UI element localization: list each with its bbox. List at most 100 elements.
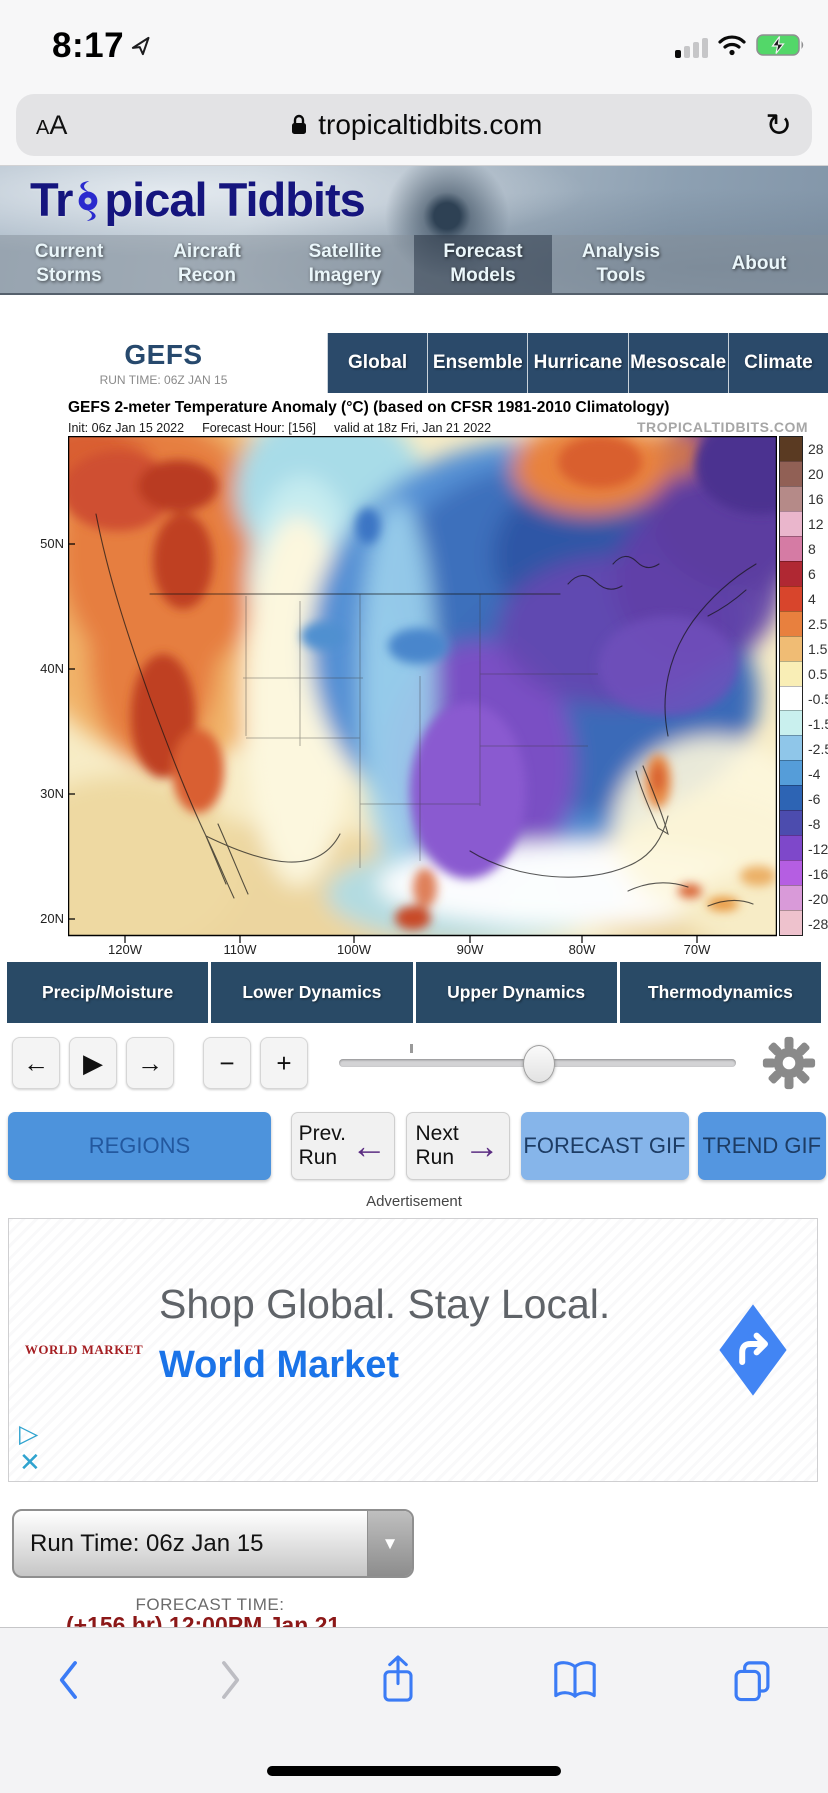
bookmarks-button[interactable] bbox=[551, 1658, 599, 1702]
colorbar-segment bbox=[780, 710, 802, 736]
clock-text: 8:17 bbox=[52, 26, 125, 65]
tabs-button[interactable] bbox=[730, 1658, 774, 1702]
tab-upper-dynamics[interactable]: Upper Dynamics bbox=[415, 962, 617, 1023]
colorbar-segment bbox=[780, 810, 802, 836]
address-field[interactable]: tropicaltidbits.com bbox=[67, 109, 765, 141]
tab-hurricane[interactable]: Hurricane bbox=[527, 333, 628, 393]
next-run-arrow-icon: → bbox=[463, 1125, 500, 1166]
forecast-gif-button[interactable]: FORECAST GIF bbox=[520, 1112, 689, 1180]
logo-text-prefix: Tr bbox=[30, 173, 73, 226]
trend-gif-button[interactable]: TREND GIF bbox=[697, 1112, 826, 1180]
colorbar-segment bbox=[780, 437, 802, 461]
colorbar-labels: 28 20 16 12 8 6 4 2.5 1.5 0.5 -0.5 -1.5 … bbox=[808, 440, 828, 932]
tab-thermodynamics[interactable]: Thermodynamics bbox=[619, 962, 821, 1023]
tab-ensemble[interactable]: Ensemble bbox=[427, 333, 528, 393]
status-bar: 8:17 bbox=[0, 24, 828, 74]
category-tabs: Precip/Moisture Lower Dynamics Upper Dyn… bbox=[7, 962, 821, 1023]
home-indicator[interactable] bbox=[267, 1766, 561, 1776]
colorbar-segment bbox=[780, 660, 802, 686]
advertiser-logo: World Market bbox=[24, 1342, 144, 1357]
next-run-button[interactable]: Next Run → bbox=[405, 1112, 510, 1180]
tab-precip-moisture[interactable]: Precip/Moisture bbox=[7, 962, 209, 1023]
lon-label: 120W bbox=[108, 942, 142, 957]
nav-aircraft-recon[interactable]: Aircraft Recon bbox=[138, 235, 276, 293]
ad-brand-link[interactable]: World Market bbox=[159, 1344, 400, 1386]
nav-forecast-models[interactable]: Forecast Models bbox=[414, 235, 552, 293]
map-subtitle: Init: 06z Jan 15 2022 Forecast Hour: [15… bbox=[68, 419, 808, 435]
reload-button[interactable]: ↻ bbox=[765, 107, 792, 143]
colorbar-segment bbox=[780, 885, 802, 911]
wifi-icon bbox=[718, 35, 746, 56]
nav-analysis-tools[interactable]: Analysis Tools bbox=[552, 235, 690, 293]
status-time: 8:17 bbox=[52, 26, 151, 66]
safari-url-bar[interactable]: AA tropicaltidbits.com ↻ bbox=[16, 94, 812, 156]
prev-run-button[interactable]: Prev. Run ← bbox=[290, 1112, 395, 1180]
lat-label: 30N bbox=[40, 786, 64, 801]
forecast-time-label: FORECAST TIME: bbox=[135, 1595, 285, 1614]
colorbar-segment bbox=[780, 485, 802, 511]
ad-close-icon[interactable]: ✕ bbox=[19, 1447, 41, 1477]
tab-global[interactable]: Global bbox=[327, 333, 428, 393]
slider-tick bbox=[410, 1044, 414, 1053]
colorbar-segment bbox=[780, 585, 802, 611]
settings-gear-icon[interactable] bbox=[762, 1036, 816, 1090]
browser-top-chrome: 8:17 bbox=[0, 0, 828, 166]
forward-button[interactable] bbox=[215, 1658, 245, 1702]
temperature-anomaly-map bbox=[68, 436, 777, 943]
model-name: GEFS bbox=[124, 339, 203, 370]
nav-satellite-imagery[interactable]: Satellite Imagery bbox=[276, 235, 414, 293]
colorbar-segment bbox=[780, 535, 802, 561]
map-watermark: TROPICALTIDBITS.COM bbox=[636, 419, 808, 435]
colorbar-segment bbox=[780, 460, 802, 486]
tab-climate[interactable]: Climate bbox=[727, 333, 828, 393]
url-text: tropicaltidbits.com bbox=[318, 109, 543, 140]
faster-button[interactable]: + bbox=[260, 1037, 308, 1089]
reader-mode-button[interactable]: AA bbox=[36, 109, 68, 140]
tab-mesoscale[interactable]: Mesoscale bbox=[627, 333, 728, 393]
dropdown-arrow-icon: ▼ bbox=[367, 1511, 412, 1576]
regions-button[interactable]: REGIONS bbox=[8, 1112, 271, 1180]
lon-label: 100W bbox=[337, 942, 371, 957]
colorbar bbox=[779, 436, 803, 936]
lat-label: 20N bbox=[40, 911, 64, 926]
back-button[interactable] bbox=[54, 1658, 84, 1702]
play-button[interactable]: ▶ bbox=[69, 1037, 117, 1089]
hurricane-icon bbox=[79, 180, 98, 221]
run-time-dropdown[interactable]: Run Time: 06z Jan 15 ▼ bbox=[12, 1509, 414, 1578]
lon-label: 70W bbox=[683, 942, 711, 957]
lon-label: 80W bbox=[568, 942, 596, 957]
adchoices-icon[interactable]: ▷ bbox=[19, 1420, 39, 1448]
site-logo[interactable]: Tr pical Tidbits bbox=[30, 172, 366, 227]
cellular-signal-icon bbox=[675, 32, 708, 58]
lon-label: 90W bbox=[456, 942, 484, 957]
share-button[interactable] bbox=[376, 1654, 420, 1706]
lat-label: 50N bbox=[40, 536, 64, 551]
map-init: Init: 06z Jan 15 2022 bbox=[68, 421, 185, 435]
safari-toolbar bbox=[0, 1627, 828, 1793]
colorbar-segment bbox=[780, 835, 802, 861]
run-time-value: Run Time: 06z Jan 15 bbox=[30, 1529, 264, 1557]
lon-label: 110W bbox=[223, 942, 257, 957]
colorbar-segment bbox=[780, 860, 802, 886]
model-head: GEFS RUN TIME: 06Z JAN 15 bbox=[0, 333, 327, 393]
nav-about[interactable]: About bbox=[690, 235, 828, 293]
map-forecast-hour: Forecast Hour: [156] bbox=[202, 421, 317, 435]
model-tabs: Global Ensemble Hurricane Mesoscale Clim… bbox=[327, 333, 828, 393]
nav-current-storms[interactable]: Current Storms bbox=[0, 235, 138, 293]
advertisement[interactable]: World Market Shop Global. Stay Local. Wo… bbox=[8, 1218, 818, 1482]
colorbar-segment bbox=[780, 735, 802, 761]
colorbar-segment bbox=[780, 560, 802, 586]
frame-slider[interactable] bbox=[339, 1037, 736, 1089]
model-run-time: RUN TIME: 06Z JAN 15 bbox=[99, 373, 228, 387]
slider-thumb[interactable] bbox=[522, 1045, 555, 1083]
ad-arrow-icon[interactable] bbox=[717, 1302, 789, 1398]
action-buttons: REGIONS Prev. Run ← Next Run → FORECAST GI… bbox=[8, 1112, 826, 1180]
step-back-button[interactable]: ← bbox=[12, 1037, 60, 1089]
colorbar-segment bbox=[780, 685, 802, 711]
tab-lower-dynamics[interactable]: Lower Dynamics bbox=[211, 962, 413, 1023]
slower-button[interactable]: − bbox=[203, 1037, 251, 1089]
main-nav: Current Storms Aircraft Recon Satellite Ima… bbox=[0, 235, 828, 293]
step-forward-button[interactable]: → bbox=[126, 1037, 174, 1089]
battery-charging-icon bbox=[756, 34, 804, 56]
map-valid: valid at 18z Fri, Jan 21 2022 bbox=[334, 421, 492, 435]
